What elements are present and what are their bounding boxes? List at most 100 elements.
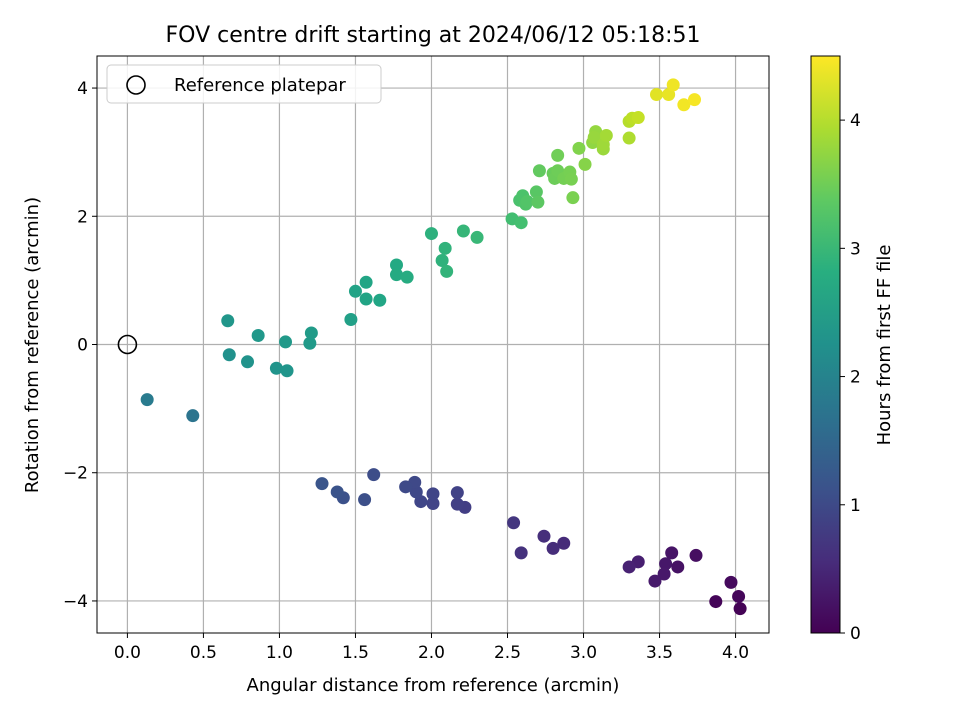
scatter-point (537, 529, 551, 543)
scatter-point (456, 224, 470, 238)
x-tick-label: 3.5 (646, 643, 673, 663)
scatter-point (424, 227, 438, 241)
legend: Reference platepar (106, 64, 382, 104)
x-tick-label: 1.0 (266, 643, 293, 663)
scatter-point (359, 275, 373, 289)
scatter-point (587, 130, 601, 144)
legend-label: Reference platepar (174, 75, 346, 96)
x-axis-ticks: 0.0 0.5 1.0 1.5 2.0 2.5 3.0 3.5 4.0 (114, 633, 749, 663)
scatter-point (367, 468, 381, 482)
colorbar-tick-label: 2 (850, 368, 861, 388)
scatter-point (400, 270, 414, 284)
scatter-point (649, 87, 663, 101)
scatter-point (689, 548, 703, 562)
scatter-point (507, 516, 521, 530)
colorbar-tick-label: 1 (850, 496, 861, 516)
scatter-point (221, 314, 235, 328)
grid (97, 56, 769, 633)
x-tick-label: 3.0 (570, 643, 597, 663)
scatter-point (514, 216, 528, 230)
scatter-point (390, 258, 404, 272)
scatter-point (186, 409, 200, 423)
scatter-point (724, 575, 738, 589)
scatter-point (532, 164, 546, 178)
scatter-point (241, 355, 255, 369)
scatter-point (140, 393, 154, 407)
scatter-point (344, 312, 358, 326)
scatter-point (665, 546, 679, 560)
x-tick-label: 4.0 (722, 643, 749, 663)
scatter-point (359, 292, 373, 306)
legend-box (106, 64, 382, 104)
y-axis-ticks: −4 −2 0 2 4 (63, 79, 97, 612)
scatter-point (529, 185, 543, 199)
colorbar-tick-label: 4 (850, 111, 861, 131)
colorbar-tick-label: 0 (850, 624, 861, 644)
y-tick-label: 4 (77, 79, 88, 99)
scatter-point (330, 485, 344, 499)
scatter-point (666, 78, 680, 92)
scatter-point (470, 230, 484, 244)
scatter-point (599, 128, 613, 142)
scatter-point (348, 284, 362, 298)
scatter-point (304, 326, 318, 340)
scatter-point (520, 195, 534, 209)
scatter-point (622, 131, 636, 145)
scatter-point (551, 148, 565, 162)
scatter-point (440, 264, 454, 278)
legend-marker-icon (126, 75, 146, 95)
scatter-point (564, 172, 578, 186)
scatter-point (677, 98, 691, 112)
scatter-point (572, 141, 586, 155)
y-axis-label: Rotation from reference (arcmin) (22, 197, 43, 493)
colorbar (810, 55, 841, 634)
data-points (140, 78, 747, 616)
x-tick-label: 0.5 (190, 643, 217, 663)
chart-title: FOV centre drift starting at 2024/06/12 … (166, 23, 701, 48)
scatter-point (279, 335, 293, 349)
y-tick-label: −4 (63, 592, 88, 612)
scatter-point (688, 93, 702, 107)
scatter-point (435, 254, 449, 268)
scatter-point (373, 293, 387, 307)
scatter-point (622, 560, 636, 574)
scatter-point (390, 268, 404, 282)
scatter-point (657, 567, 671, 581)
scatter-point (409, 485, 423, 499)
scatter-point (733, 602, 747, 616)
y-tick-label: −2 (63, 464, 88, 484)
scatter-point (358, 493, 372, 507)
scatter-point (531, 195, 545, 209)
scatter-point (648, 574, 662, 588)
x-tick-label: 0.0 (114, 643, 141, 663)
scatter-point (426, 487, 440, 501)
x-axis-label: Angular distance from reference (arcmin) (247, 675, 620, 696)
colorbar-tick-label: 3 (850, 239, 861, 259)
scatter-point (399, 480, 413, 494)
scatter-point (315, 477, 329, 491)
scatter-point (450, 486, 464, 500)
scatter-point (732, 589, 746, 603)
scatter-point (566, 191, 580, 205)
scatter-point (659, 557, 673, 571)
scatter-point (546, 541, 560, 555)
scatter-point (450, 497, 464, 511)
scatter-point (251, 329, 265, 343)
scatter-point (514, 546, 528, 560)
scatter-point (438, 241, 452, 255)
scatter-point (269, 361, 283, 375)
colorbar-label: Hours from first FF file (874, 245, 895, 446)
scatter-point (426, 496, 440, 510)
scatter-point (303, 336, 317, 350)
scatter-point (578, 157, 592, 171)
scatter-point (662, 87, 676, 101)
x-tick-label: 2.0 (418, 643, 445, 663)
scatter-point (709, 595, 723, 609)
scatter-point (414, 495, 428, 509)
colorbar-ticks: 0 1 2 3 4 (840, 111, 861, 644)
scatter-point (671, 560, 685, 574)
x-tick-label: 2.5 (494, 643, 521, 663)
scatter-point (631, 111, 645, 125)
